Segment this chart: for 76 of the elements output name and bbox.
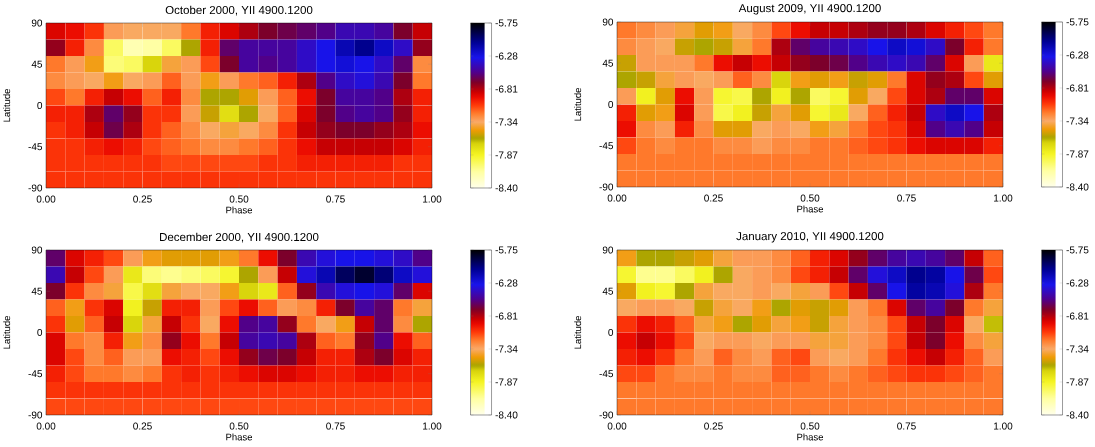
x-tick-label: 0.75	[897, 194, 916, 202]
color-bar-label: -8.40	[1066, 411, 1089, 419]
chart-title: August 2009, YII 4900.1200	[738, 4, 881, 15]
x-tick-label: 0.00	[607, 194, 627, 202]
x-axis-title: Phase	[797, 205, 824, 213]
x-tick-label: 1.00	[994, 422, 1013, 430]
x-tick-label: 1.00	[423, 422, 442, 430]
y-tick-label: -90	[28, 411, 43, 419]
color-bar-label: -5.75	[495, 19, 518, 27]
x-tick-label: 0.50	[229, 422, 249, 430]
y-axis-title: Latitude	[3, 316, 11, 349]
x-tick-label: 0.00	[36, 422, 56, 430]
color-bar-label: -7.87	[1066, 150, 1089, 158]
color-bar-label: -7.34	[495, 118, 518, 126]
y-tick-label: -90	[599, 183, 614, 191]
x-tick-label: 0.75	[326, 422, 345, 430]
color-bar-label: -5.75	[1066, 246, 1089, 254]
y-tick-label: 90	[31, 19, 43, 27]
y-axis-title: Latitude	[574, 88, 582, 121]
y-tick-label: 90	[602, 246, 614, 254]
chart-title: January 2010, YII 4900.1200	[736, 232, 884, 243]
x-axis-title: Phase	[797, 433, 824, 441]
color-bar-label: -7.87	[495, 151, 518, 159]
color-bar-label: -7.34	[1066, 117, 1089, 125]
y-tick-label: 0	[37, 101, 43, 110]
y-tick-label: 45	[602, 59, 614, 67]
x-tick-label: 0.50	[800, 194, 820, 202]
x-tick-label: 0.75	[326, 195, 345, 203]
color-bar-label: -6.28	[495, 279, 518, 287]
y-tick-label: 0	[608, 328, 614, 337]
color-bar-label: -6.28	[1066, 51, 1089, 59]
x-tick-label: 0.25	[704, 194, 723, 202]
y-tick-label: -90	[599, 411, 614, 419]
x-tick-label: 0.00	[36, 195, 56, 203]
color-bar-label: -8.40	[495, 411, 518, 419]
color-bar-label: -7.87	[495, 378, 518, 386]
y-axis-title: Latitude	[574, 316, 582, 349]
color-bar-label: -5.75	[495, 246, 518, 254]
x-tick-label: 1.00	[994, 194, 1013, 202]
y-tick-label: 45	[31, 287, 43, 295]
color-bar-label: -7.87	[1066, 378, 1089, 386]
y-tick-label: -45	[28, 143, 43, 151]
color-bar-label: -8.40	[495, 184, 518, 192]
color-bar-label: -6.28	[495, 52, 518, 60]
y-tick-label: 45	[31, 60, 43, 68]
y-tick-label: -90	[28, 184, 43, 192]
y-tick-label: -45	[599, 370, 614, 378]
x-tick-label: 0.25	[704, 422, 723, 430]
color-bar-label: -6.81	[495, 312, 518, 320]
x-tick-label: 0.50	[800, 422, 820, 430]
y-tick-label: -45	[28, 370, 43, 378]
color-bar-label: -7.34	[1066, 345, 1089, 353]
y-axis-title: Latitude	[3, 89, 11, 122]
chart-title: October 2000, YII 4900.1200	[165, 5, 313, 16]
color-bar-label: -6.28	[1066, 279, 1089, 287]
x-axis-title: Phase	[226, 433, 253, 441]
y-tick-label: -45	[599, 142, 614, 150]
y-tick-label: 0	[37, 328, 43, 337]
color-bar-label: -7.34	[495, 345, 518, 353]
y-tick-label: 45	[602, 287, 614, 295]
y-tick-label: 90	[602, 18, 614, 26]
color-bar-label: -5.75	[1066, 18, 1089, 26]
y-tick-label: 0	[608, 100, 614, 109]
color-bar-label: -6.81	[1066, 84, 1089, 92]
x-tick-label: 0.25	[133, 195, 152, 203]
x-axis-title: Phase	[226, 206, 253, 214]
color-bar-label: -8.40	[1066, 183, 1089, 191]
x-tick-label: 0.50	[229, 195, 249, 203]
x-tick-label: 0.25	[133, 422, 152, 430]
x-tick-label: 1.00	[423, 195, 442, 203]
x-tick-label: 0.00	[607, 422, 627, 430]
y-tick-label: 90	[31, 246, 43, 254]
x-tick-label: 0.75	[897, 422, 916, 430]
color-bar-label: -6.81	[495, 85, 518, 93]
chart-title: December 2000, YII 4900.1200	[160, 232, 319, 243]
color-bar-label: -6.81	[1066, 312, 1089, 320]
